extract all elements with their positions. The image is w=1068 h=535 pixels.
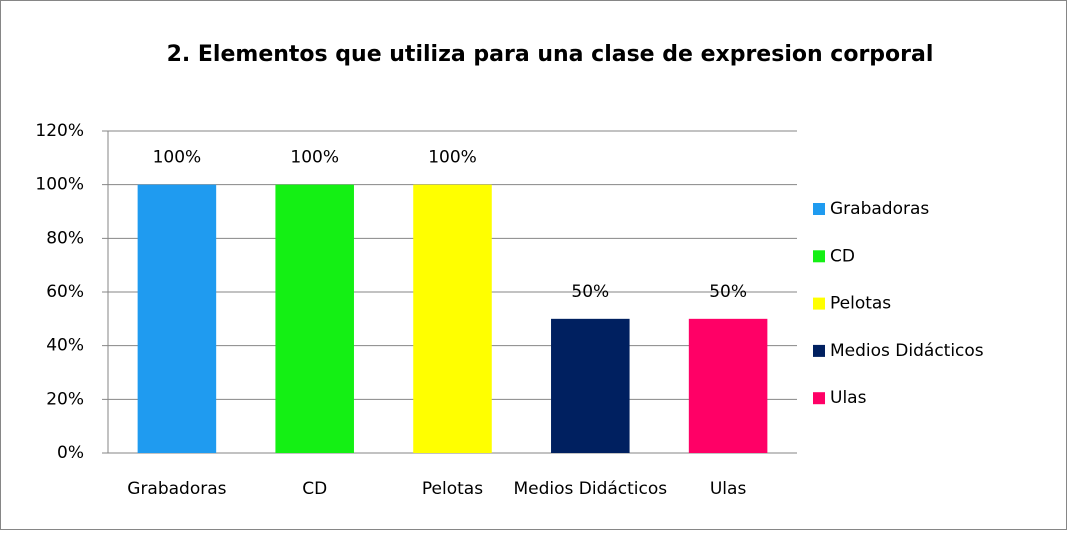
data-label: 50% (709, 282, 747, 302)
bar (275, 184, 354, 453)
legend-swatch (813, 392, 825, 405)
x-tick-label: Medios Didácticos (513, 479, 667, 499)
legend-label: Grabadoras (830, 199, 929, 219)
data-label: 50% (571, 282, 609, 302)
y-tick-label: 100% (35, 175, 84, 195)
data-label: 100% (153, 148, 202, 168)
y-tick-label: 40% (46, 336, 84, 356)
legend-label: Medios Didácticos (830, 341, 984, 361)
x-tick-label: Grabadoras (127, 479, 226, 499)
bar (688, 318, 768, 453)
legend-swatch (813, 250, 825, 263)
y-tick-label: 80% (46, 228, 84, 248)
legend-label: Ulas (830, 388, 867, 408)
y-tick-label: 120% (35, 121, 84, 141)
legend-swatch (813, 297, 825, 310)
bar (137, 184, 217, 453)
bar (413, 184, 492, 453)
legend-swatch (813, 344, 825, 357)
y-tick-label: 20% (46, 389, 84, 409)
x-tick-label: Ulas (710, 479, 747, 499)
legend-swatch (813, 203, 825, 215)
legend-label: Pelotas (830, 294, 891, 314)
bar (551, 318, 630, 453)
data-label: 100% (428, 148, 477, 168)
x-tick-label: CD (302, 479, 327, 499)
data-label: 100% (290, 148, 339, 168)
y-tick-label: 0% (57, 443, 84, 463)
y-tick-label: 60% (46, 282, 84, 302)
chart-title: 2. Elementos que utiliza para una clase … (167, 42, 934, 67)
x-tick-label: Pelotas (422, 479, 483, 499)
legend-label: CD (830, 246, 855, 266)
